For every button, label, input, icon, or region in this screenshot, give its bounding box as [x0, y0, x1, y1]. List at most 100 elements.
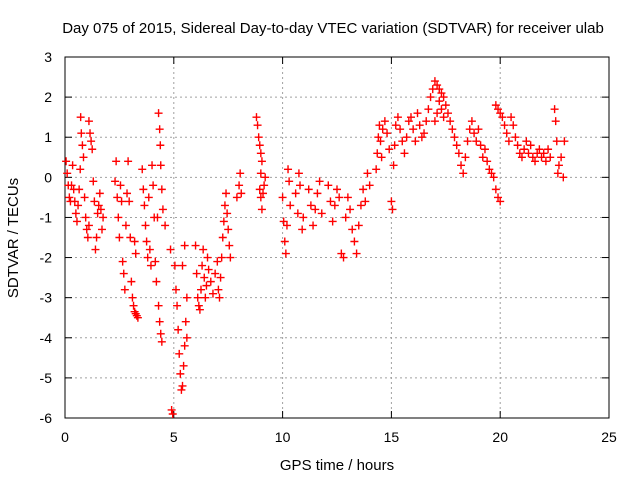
data-point: [75, 185, 84, 194]
x-tick-labels: 0 5 10 15 20 25: [61, 429, 617, 445]
data-point: [459, 169, 468, 178]
x-tick-label: 25: [601, 429, 617, 445]
data-point: [82, 225, 91, 234]
data-point: [198, 261, 207, 270]
data-point: [174, 325, 183, 334]
y-tick-label: -5: [40, 370, 53, 386]
data-point: [171, 285, 180, 294]
data-point: [443, 109, 452, 118]
data-point: [299, 213, 308, 222]
data-point: [153, 213, 162, 222]
data-point: [560, 137, 569, 146]
data-point: [391, 121, 400, 130]
data-point: [146, 261, 155, 270]
data-point: [450, 133, 459, 142]
y-tick-label: 1: [44, 129, 52, 145]
data-point: [472, 137, 481, 146]
data-point: [152, 277, 161, 286]
data-point: [154, 109, 163, 118]
data-point: [282, 221, 291, 230]
data-point: [112, 157, 121, 166]
data-point: [326, 197, 335, 206]
y-tick-label: 0: [44, 169, 52, 185]
data-point: [354, 221, 363, 230]
data-point: [352, 249, 361, 258]
data-point: [178, 381, 187, 390]
data-point: [328, 217, 337, 226]
data-point: [68, 161, 77, 170]
data-point: [415, 121, 424, 130]
data-point: [199, 245, 208, 254]
y-tick-label: 3: [44, 49, 52, 65]
data-point: [76, 165, 85, 174]
plot-frame: [64, 56, 610, 419]
data-point: [131, 249, 140, 258]
y-tick-label: -1: [40, 209, 53, 225]
data-point: [363, 169, 372, 178]
data-point: [502, 129, 511, 138]
data-point: [111, 177, 120, 186]
data-point: [293, 209, 302, 218]
data-point: [140, 201, 149, 210]
data-point: [225, 241, 234, 250]
data-point: [97, 225, 106, 234]
data-point: [378, 125, 387, 134]
data-point: [161, 221, 170, 230]
data-point: [94, 201, 103, 210]
y-tick-label: -2: [40, 250, 53, 266]
data-point: [437, 89, 446, 98]
data-point: [404, 117, 413, 126]
data-point: [420, 129, 429, 138]
data-point: [448, 125, 457, 134]
data-point: [439, 93, 448, 102]
data-point: [117, 197, 126, 206]
data-point: [201, 293, 210, 302]
data-point: [388, 205, 397, 214]
data-point: [93, 209, 102, 218]
data-point: [284, 165, 293, 174]
data-point: [116, 181, 125, 190]
data-point: [557, 153, 566, 162]
data-point: [535, 145, 544, 154]
data-point: [70, 197, 79, 206]
data-point: [437, 105, 446, 114]
data-point: [465, 125, 474, 134]
data-point: [551, 117, 560, 126]
data-point: [476, 141, 485, 150]
data-point: [168, 409, 177, 418]
data-point: [544, 145, 553, 154]
data-point: [311, 205, 320, 214]
data-point: [491, 185, 500, 194]
data-point: [411, 137, 420, 146]
data-point: [261, 173, 270, 182]
data-point: [383, 129, 392, 138]
data-point: [480, 145, 489, 154]
y-axis-label: SDTVAR / TECUs: [5, 178, 22, 298]
data-point: [335, 193, 344, 202]
y-tick-label: -4: [40, 330, 53, 346]
data-point: [286, 201, 295, 210]
data-point: [133, 313, 142, 322]
y-tick-labels: -6 -5 -4 -3 -2 -1 0 1 2 3: [40, 49, 53, 426]
data-point: [211, 269, 220, 278]
data-point: [478, 153, 487, 162]
data-point: [511, 133, 520, 142]
data-point: [528, 153, 537, 162]
data-point: [304, 185, 313, 194]
data-point: [333, 185, 341, 194]
data-point: [173, 301, 182, 310]
data-point: [77, 129, 86, 138]
data-point: [178, 261, 187, 270]
data-point: [356, 201, 365, 210]
data-point: [130, 237, 139, 246]
data-point: [291, 189, 300, 198]
data-point: [220, 201, 229, 210]
data-point: [339, 253, 348, 262]
data-point: [156, 329, 165, 338]
data-point: [433, 109, 442, 118]
data-point: [520, 145, 529, 154]
data-point: [119, 269, 128, 278]
data-point: [224, 225, 233, 234]
data-point: [317, 209, 326, 218]
